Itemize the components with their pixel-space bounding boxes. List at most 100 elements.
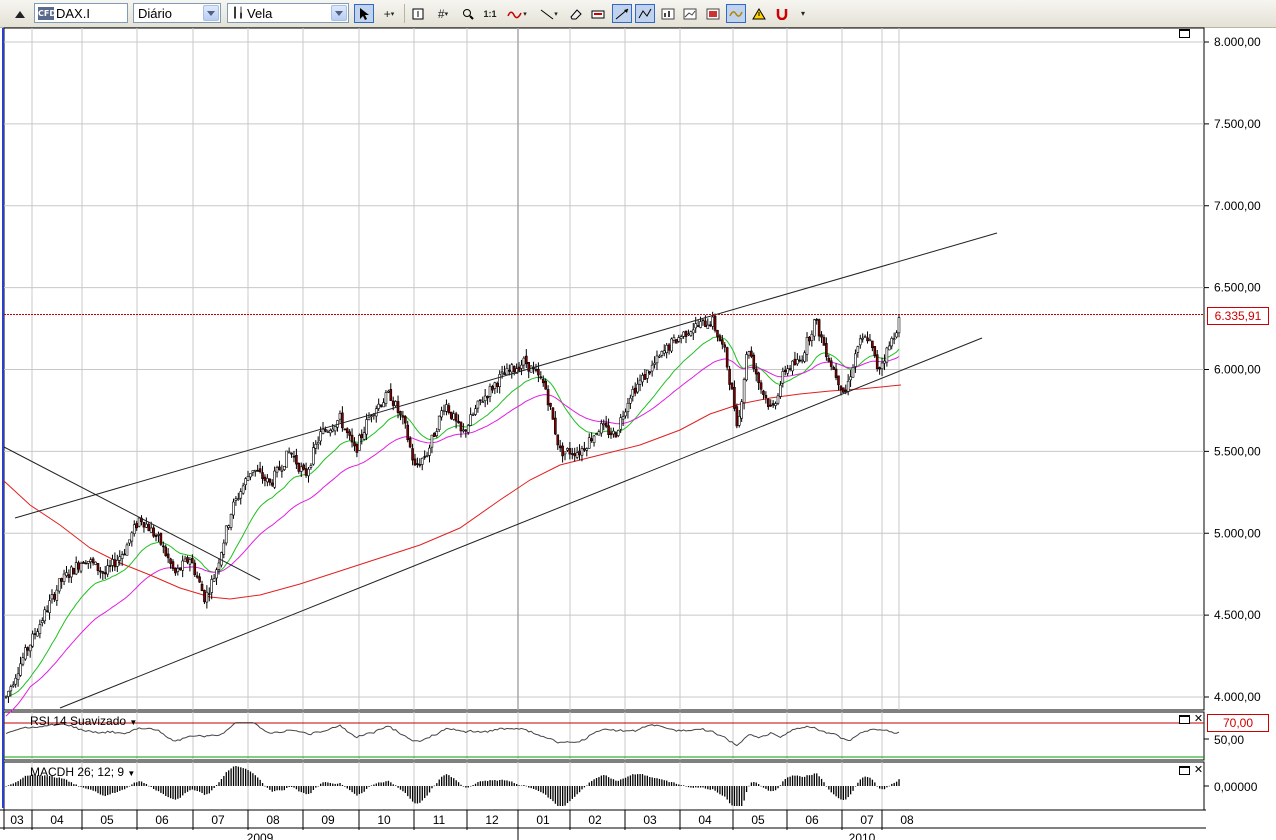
macd-bar (537, 786, 540, 792)
close-rsi-panel-icon[interactable]: ✕ (1193, 713, 1204, 725)
indicator-icon[interactable]: ▾ (503, 4, 531, 23)
macd-bar (849, 786, 852, 795)
candle-body (215, 569, 218, 579)
wave-icon[interactable] (726, 4, 746, 23)
pattern-icon[interactable] (635, 4, 655, 23)
macd-bar (288, 786, 290, 788)
chart-a-icon[interactable] (658, 4, 678, 23)
ratio-icon[interactable]: 1:1 (483, 8, 497, 19)
candle-body (166, 553, 170, 559)
chart-c-icon[interactable] (703, 4, 723, 23)
eraser-icon[interactable] (566, 4, 586, 23)
candle-body (590, 438, 593, 442)
chart-b-icon[interactable] (680, 4, 700, 23)
candle-body (113, 559, 117, 568)
candle-body (60, 578, 63, 582)
alert-icon[interactable] (749, 4, 769, 23)
chart-legend: CFD DAX.I ▼ MAE 53 ▼ MAE 23 ▼ MA 200 ▼ (30, 28, 280, 44)
candle-body (532, 366, 535, 370)
grid-icon[interactable]: # ▾ (437, 6, 449, 21)
candle-body (587, 437, 591, 449)
autoscale-icon[interactable] (612, 4, 632, 23)
macd-panel-label[interactable]: MACDH 26; 12; 9 ▼ (30, 765, 136, 779)
candle-body (449, 411, 453, 419)
macd-bar (891, 783, 893, 786)
macd-bar (312, 786, 315, 791)
macd-bar (177, 786, 179, 799)
macd-bar (298, 786, 300, 792)
candle-body (774, 403, 777, 406)
maximize-macd-panel-icon[interactable] (1179, 766, 1190, 775)
candle-body (229, 513, 233, 528)
rsi-panel-label[interactable]: RSI 14 Suavizado ▼ (30, 714, 138, 728)
macd-bar (479, 781, 482, 786)
legend-mae23[interactable]: MAE 23 ▼ (164, 29, 219, 43)
macd-bar (617, 780, 619, 786)
month-label: 11 (433, 813, 446, 827)
candle-body (730, 382, 734, 390)
macd-bar (186, 786, 189, 792)
symbol-input[interactable]: CFD DAX.I (34, 3, 128, 23)
chart-type-select[interactable]: ┃╽ Vela (227, 3, 349, 23)
period-select[interactable]: Diário (133, 3, 221, 23)
chevron-down-icon[interactable] (203, 5, 219, 21)
candle-body (817, 319, 821, 337)
candle-body (241, 485, 245, 494)
info-icon[interactable] (408, 4, 428, 23)
collapse-up-icon[interactable] (10, 4, 30, 23)
legend-ma200[interactable]: MA 200 ▼ (228, 29, 281, 43)
chevron-down-icon[interactable] (331, 5, 347, 21)
candle-body (863, 336, 867, 338)
macd-bar (859, 779, 861, 786)
macd-bar (738, 786, 740, 806)
macd-bar (712, 786, 714, 790)
candle-body (810, 333, 814, 341)
panel-frame (3, 711, 1205, 761)
candle-body (200, 583, 204, 592)
macd-bar (675, 783, 678, 786)
candle-body (207, 593, 211, 595)
macd-bar (5, 786, 7, 787)
candle-body (667, 344, 671, 351)
macd-bar (169, 786, 172, 799)
macd-bar (605, 775, 607, 786)
candle-body (631, 389, 635, 397)
cursor-icon[interactable] (354, 4, 374, 23)
candle-body (171, 561, 175, 569)
year-label: 2010 (849, 831, 876, 840)
candle-body (418, 464, 422, 466)
maximize-rsi-panel-icon[interactable] (1179, 715, 1190, 724)
macd-bar (399, 786, 402, 790)
trendline-icon[interactable]: ▾ (535, 4, 563, 23)
candle-body (28, 644, 32, 652)
crosshair-icon[interactable]: + ▾ (383, 6, 395, 21)
macd-bar (719, 786, 721, 795)
legend-symbol[interactable]: CFD DAX.I ▼ (30, 29, 92, 43)
candle-body (62, 573, 66, 582)
candle-body (145, 523, 148, 528)
rsi-line (5, 722, 900, 747)
macd-bar (145, 783, 148, 786)
macd-bar (153, 786, 155, 790)
legend-mae53[interactable]: MAE 53 ▼ (101, 29, 155, 43)
more-tools-icon[interactable]: ▾ (800, 9, 805, 18)
delete-icon[interactable] (588, 4, 608, 23)
macd-bar (436, 783, 438, 786)
magnet-icon[interactable] (772, 4, 792, 23)
candle-body (70, 566, 73, 578)
candle-body (174, 567, 177, 574)
macd-bar (607, 777, 610, 786)
macd-bar (467, 786, 469, 788)
maximize-main-panel-icon[interactable] (1179, 29, 1190, 38)
macd-bar (75, 784, 77, 786)
year-label: 2009 (247, 831, 274, 840)
candle-body (193, 562, 197, 576)
close-macd-panel-icon[interactable]: ✕ (1193, 764, 1204, 776)
mae53-line (5, 356, 900, 717)
zoom-icon[interactable] (458, 4, 478, 23)
macd-bar (835, 786, 837, 797)
candle-body (629, 397, 632, 404)
macd-bar (252, 773, 254, 786)
macd-bar (315, 786, 317, 788)
